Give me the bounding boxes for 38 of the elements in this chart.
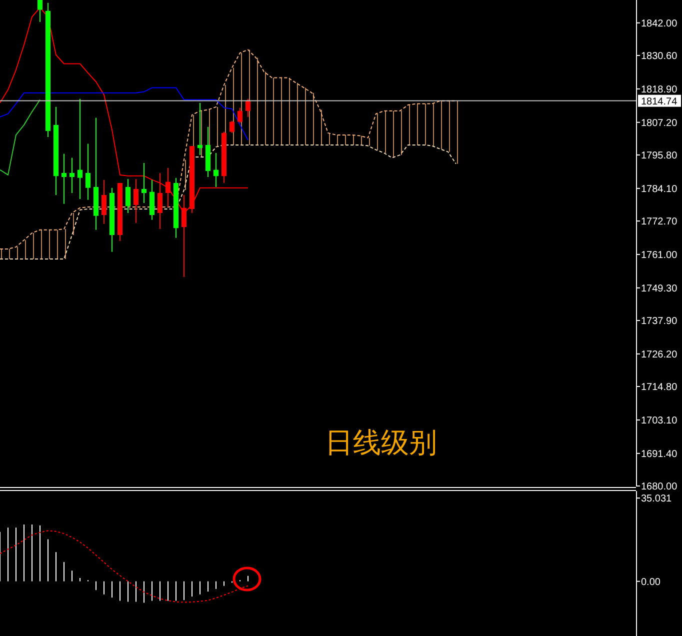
- y-tick-label: 1737.90: [641, 316, 678, 327]
- candlestick: [70, 157, 74, 194]
- candlestick: [142, 162, 146, 204]
- y-tick-label: 1807.20: [641, 118, 678, 129]
- y-tick-label: 1842.00: [641, 18, 678, 30]
- y-tick-label: 1691.40: [641, 448, 678, 460]
- candlestick: [62, 153, 66, 204]
- candlestick: [230, 120, 234, 134]
- y-tick-label: 1772.70: [641, 216, 678, 228]
- candlestick: [166, 167, 170, 208]
- y-tick-label: 1795.80: [641, 150, 678, 162]
- y-tick-label: 1761.00: [641, 250, 678, 261]
- y-tick-label: 0.00: [641, 576, 661, 588]
- y-tick-label: 1680.00: [641, 482, 678, 492]
- line-series: [0, 99, 40, 176]
- candlestick: [198, 102, 202, 156]
- y-tick-label: 1726.20: [641, 349, 678, 360]
- candlestick: [214, 152, 218, 188]
- candlestick: [86, 143, 90, 200]
- candlestick: [78, 98, 82, 200]
- candlestick: [134, 178, 138, 224]
- line-series: [0, 144, 456, 260]
- candlestick: [38, 0, 42, 23]
- candlestick: [246, 98, 250, 118]
- y-tick-label: 1714.80: [641, 382, 678, 394]
- y-tick-label: 1703.10: [641, 415, 678, 426]
- candlestick: [102, 179, 106, 224]
- y-tick-label: 1784.10: [641, 184, 678, 195]
- candlestick: [150, 179, 154, 220]
- y-tick-label: 35.031: [641, 494, 672, 505]
- y-tick-label: 1818.90: [641, 84, 678, 96]
- y-tick-label: 1830.60: [641, 50, 678, 62]
- line-series: [0, 87, 248, 141]
- annotation: 日线级别: [325, 426, 437, 459]
- candlestick: [238, 107, 242, 124]
- y-tick-label: 1749.30: [641, 283, 678, 294]
- candlestick: [126, 178, 130, 214]
- ref-line-label: 1814.74: [641, 96, 678, 108]
